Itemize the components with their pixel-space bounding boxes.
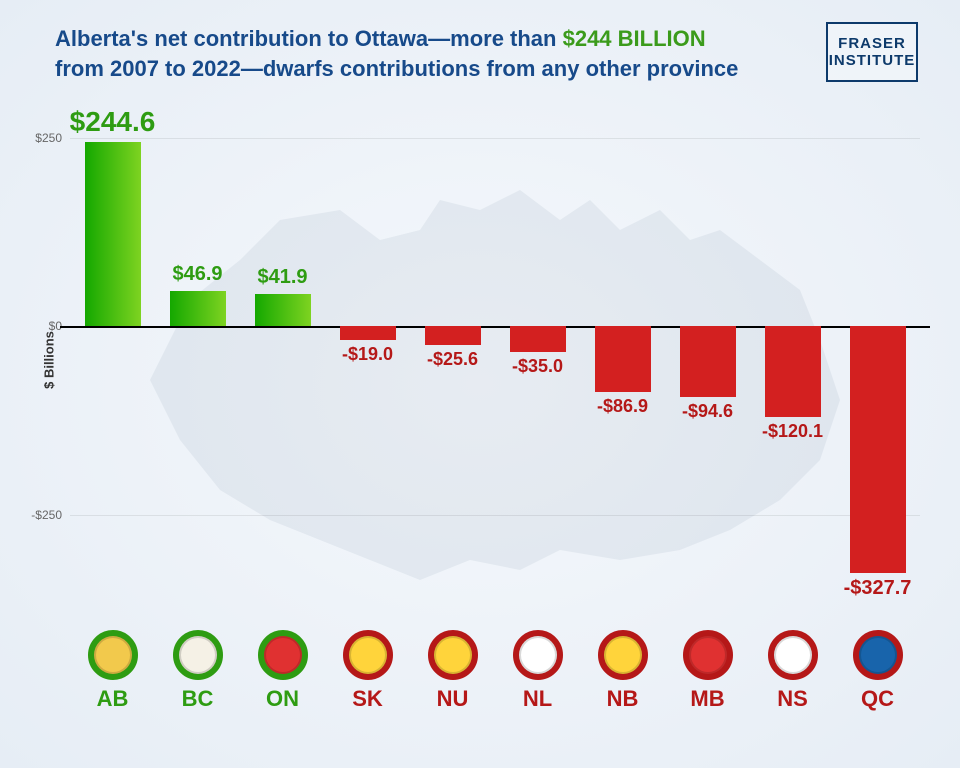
headline-prefix: Alberta's net contribution to Ottawa—mor…	[55, 26, 563, 51]
value-label-NL: -$35.0	[488, 356, 588, 377]
bar-MB	[680, 326, 736, 397]
province-NL: NL	[495, 630, 580, 712]
bar-NS	[765, 326, 821, 417]
province-icon	[513, 630, 563, 680]
province-ON: ON	[240, 630, 325, 712]
bar-NL	[510, 326, 566, 352]
province-code: AB	[70, 686, 155, 712]
province-NS: NS	[750, 630, 835, 712]
value-label-QC: -$327.7	[828, 577, 928, 600]
province-NB: NB	[580, 630, 665, 712]
y-axis-label: $ Billions	[41, 331, 56, 389]
province-icon	[173, 630, 223, 680]
province-icon	[768, 630, 818, 680]
province-NU: NU	[410, 630, 495, 712]
grid-line	[70, 515, 920, 516]
province-icon	[343, 630, 393, 680]
bar-QC	[850, 326, 906, 573]
value-label-MB: -$94.6	[658, 401, 758, 422]
province-code: NS	[750, 686, 835, 712]
province-code: NL	[495, 686, 580, 712]
province-QC: QC	[835, 630, 920, 712]
province-axis: ABBCONSKNUNLNBMBNSQC	[70, 630, 920, 740]
bar-AB	[85, 142, 141, 326]
bar-SK	[340, 326, 396, 340]
headline-line2: from 2007 to 2022—dwarfs contributions f…	[55, 56, 738, 81]
province-icon	[88, 630, 138, 680]
province-icon	[598, 630, 648, 680]
province-SK: SK	[325, 630, 410, 712]
bar-ON	[255, 294, 311, 326]
province-code: BC	[155, 686, 240, 712]
fraser-institute-logo: FRASER INSTITUTE	[826, 22, 918, 82]
y-tick-label: -$250	[31, 508, 62, 522]
province-MB: MB	[665, 630, 750, 712]
value-label-NS: -$120.1	[743, 421, 843, 442]
value-label-AB: $244.6	[63, 106, 163, 138]
province-icon	[683, 630, 733, 680]
bar-NB	[595, 326, 651, 392]
value-label-ON: $41.9	[233, 266, 333, 289]
logo-line1: FRASER	[838, 35, 906, 52]
province-BC: BC	[155, 630, 240, 712]
province-code: ON	[240, 686, 325, 712]
province-AB: AB	[70, 630, 155, 712]
bar-NU	[425, 326, 481, 345]
bar-BC	[170, 291, 226, 326]
y-tick-label: $250	[35, 131, 62, 145]
logo-line2: INSTITUTE	[829, 52, 916, 69]
province-code: MB	[665, 686, 750, 712]
province-code: NB	[580, 686, 665, 712]
province-code: SK	[325, 686, 410, 712]
province-icon	[258, 630, 308, 680]
province-icon	[853, 630, 903, 680]
headline-highlight: $244 BILLION	[563, 26, 706, 51]
net-contribution-bar-chart: $ Billions $250$0-$250$244.6$46.9$41.9-$…	[70, 130, 920, 590]
grid-line	[70, 138, 920, 139]
province-icon	[428, 630, 478, 680]
headline: Alberta's net contribution to Ottawa—mor…	[55, 24, 775, 83]
province-code: NU	[410, 686, 495, 712]
province-code: QC	[835, 686, 920, 712]
